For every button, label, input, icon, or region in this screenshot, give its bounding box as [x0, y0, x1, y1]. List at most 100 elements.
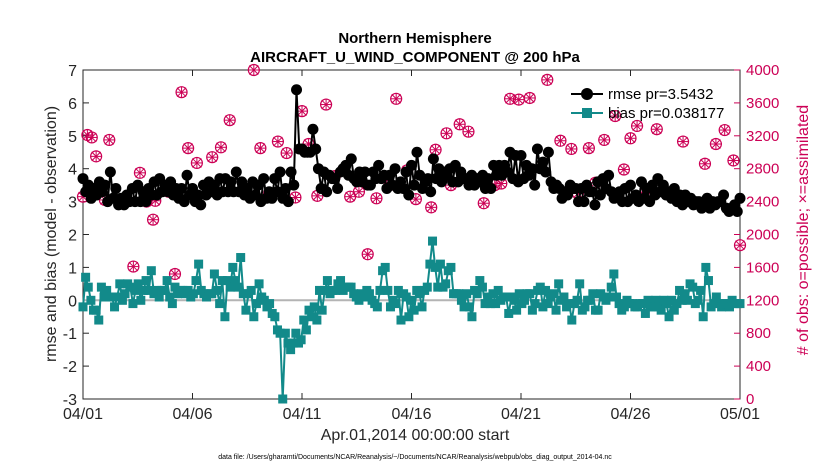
assimilated-obs-marker [677, 136, 689, 148]
assimilated-obs-marker [390, 93, 402, 105]
x-tick-label: 04/16 [391, 406, 431, 423]
bias-point [401, 292, 411, 302]
bias-point [396, 315, 406, 325]
bias-point [735, 299, 745, 309]
bias-point [422, 282, 432, 292]
bias-point [709, 299, 719, 309]
bias-point [212, 285, 222, 295]
rmse-point [540, 166, 552, 178]
y-tick-label: 0 [68, 293, 77, 310]
y-right-tick-label: 3600 [746, 95, 779, 112]
bias-point [159, 285, 169, 295]
bias-point [246, 285, 256, 295]
y-axis-label: rmse and bias (model - observation) [43, 106, 60, 362]
bias-point [711, 292, 721, 302]
bias-point [99, 292, 109, 302]
bias-point [312, 315, 322, 325]
bias-point [417, 302, 427, 312]
bias-point [491, 299, 501, 309]
bias-point [275, 328, 285, 338]
rmse-point [425, 186, 437, 198]
bias-point [543, 299, 553, 309]
legend-rmse-label: rmse pr=3.5432 [608, 86, 713, 103]
bias-point [288, 338, 298, 348]
rmse-point [110, 182, 122, 194]
bias-point [209, 269, 219, 279]
bias-point [454, 289, 464, 299]
bias-point [504, 308, 514, 318]
y-tick-label: 3 [68, 195, 77, 212]
bias-point [485, 299, 495, 309]
assimilated-obs-marker [541, 74, 553, 86]
bias-point [541, 285, 551, 295]
rmse-point [406, 159, 417, 171]
bias-point [538, 302, 548, 312]
bias-point [520, 295, 530, 305]
assimilated-obs-marker [504, 93, 516, 105]
assimilated-obs-marker [631, 120, 643, 132]
assimilated-obs-marker [254, 142, 266, 154]
y-right-tick-label: 2400 [746, 194, 779, 211]
bias-point [330, 285, 340, 295]
bias-point [619, 302, 629, 312]
bias-point [509, 295, 519, 305]
bias-point [317, 305, 327, 315]
bias-point [115, 279, 125, 289]
assimilated-obs-marker [103, 134, 115, 146]
bias-point [698, 312, 708, 322]
assimilated-obs-marker [618, 164, 630, 176]
legend-bias-label: bias pr=0.038177 [608, 105, 724, 122]
rmse-point [603, 169, 615, 181]
rmse-point [332, 182, 344, 194]
chart-subtitle: AIRCRAFT_U_WIND_COMPONENT @ 200 hPa [250, 49, 580, 66]
bias-point [233, 282, 243, 292]
bias-point [188, 289, 198, 299]
bias-point [648, 302, 658, 312]
bias-point [441, 279, 451, 289]
bias-point [724, 302, 734, 312]
bias-point [194, 259, 204, 269]
rmse-point [104, 166, 116, 178]
rmse-point [291, 84, 303, 96]
bias-point [669, 305, 679, 315]
y-right-tick-label: 400 [746, 358, 771, 375]
rmse-point [195, 199, 207, 211]
plot-area [82, 69, 741, 400]
bias-point [407, 295, 416, 305]
assimilated-obs-marker [441, 127, 453, 139]
legend-bias-marker [582, 108, 592, 118]
y-tick-label: -2 [63, 359, 77, 376]
bias-point [128, 299, 138, 309]
bias-point [125, 282, 135, 292]
axis-ticks: 04/01 04/06 04/11 04/16 04/21 04/26 05/01 -3 -2 -… [63, 62, 780, 423]
assimilated-obs-marker [272, 136, 284, 148]
bias-point [593, 305, 603, 315]
bias-point [346, 282, 356, 292]
bias-series [78, 236, 745, 404]
bias-point [165, 292, 175, 302]
bias-point [372, 302, 382, 312]
bias-point [359, 292, 369, 302]
assimilated-obs-marker [344, 191, 356, 203]
bias-point [167, 299, 177, 309]
rmse-point [427, 153, 439, 165]
bias-point [559, 292, 569, 302]
bias-point [548, 289, 558, 299]
rmse-point [99, 179, 111, 191]
bias-point [609, 269, 619, 279]
bias-point [409, 305, 419, 315]
bias-point [514, 289, 524, 299]
assimilated-obs-marker [513, 94, 525, 106]
bias-point [336, 276, 346, 286]
bias-point [278, 394, 288, 404]
rmse-point [485, 182, 497, 194]
bias-point [404, 312, 414, 322]
bias-point [120, 289, 130, 299]
rmse-point [411, 146, 423, 158]
legend: rmse pr=3.5432 bias pr=0.038177 [571, 86, 724, 122]
bias-point [251, 299, 261, 309]
y-tick-label: 2 [68, 228, 77, 245]
rmse-point [515, 150, 527, 162]
assimilated-obs-marker [169, 268, 181, 280]
